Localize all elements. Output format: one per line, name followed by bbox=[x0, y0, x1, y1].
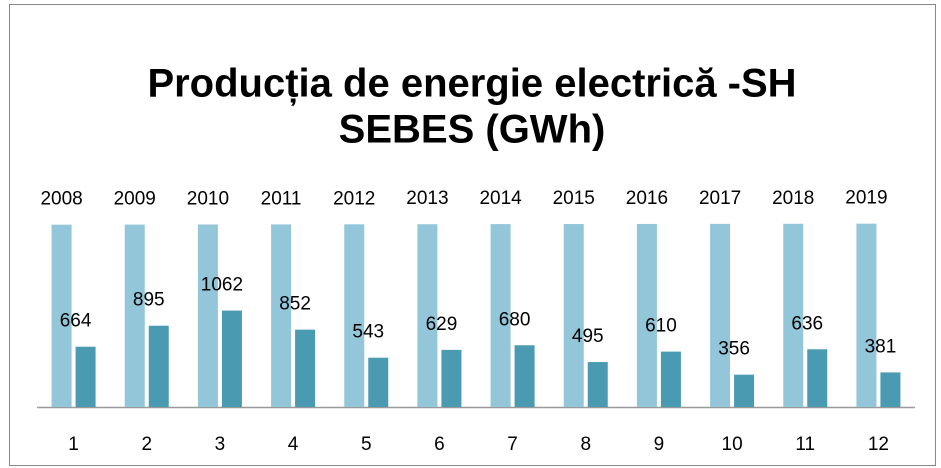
data-label: 381 bbox=[865, 336, 897, 357]
data-label: 2013 bbox=[406, 188, 448, 209]
x-tick-label: 7 bbox=[507, 434, 518, 455]
bar bbox=[660, 351, 681, 407]
bar bbox=[490, 224, 511, 407]
data-label: 895 bbox=[133, 290, 165, 311]
x-tick-label: 12 bbox=[868, 434, 889, 455]
data-label: 495 bbox=[572, 326, 604, 347]
bar bbox=[295, 329, 316, 407]
bar bbox=[417, 224, 438, 407]
bar bbox=[271, 224, 292, 407]
data-label: 356 bbox=[718, 339, 750, 360]
bar bbox=[636, 223, 657, 407]
bar bbox=[124, 224, 145, 407]
bar bbox=[221, 310, 242, 407]
data-label: 2009 bbox=[114, 189, 156, 210]
bar bbox=[856, 223, 877, 407]
chart-title: SEBES (GWh) bbox=[339, 108, 606, 152]
bar bbox=[514, 345, 535, 407]
bar bbox=[807, 349, 828, 407]
data-label: 2015 bbox=[553, 188, 595, 209]
bar bbox=[51, 224, 72, 407]
data-label: 2017 bbox=[699, 188, 741, 209]
data-label: 2018 bbox=[772, 188, 814, 209]
bar bbox=[563, 224, 584, 407]
data-label: 2012 bbox=[333, 188, 375, 209]
bar bbox=[197, 224, 218, 407]
bar bbox=[441, 349, 462, 407]
bar bbox=[344, 224, 365, 407]
data-label: 629 bbox=[426, 314, 458, 335]
x-tick-label: 2 bbox=[141, 434, 152, 455]
x-tick-label: 9 bbox=[654, 434, 665, 455]
x-tick-label: 1 bbox=[68, 434, 79, 455]
data-label: 2014 bbox=[479, 188, 522, 209]
data-label: 2008 bbox=[40, 189, 82, 210]
data-label: 543 bbox=[352, 322, 384, 343]
x-tick-label: 6 bbox=[434, 434, 445, 455]
data-label: 680 bbox=[499, 309, 531, 330]
data-label: 1062 bbox=[201, 275, 243, 296]
data-label: 2011 bbox=[261, 188, 302, 209]
bar bbox=[587, 362, 608, 407]
data-label: 636 bbox=[791, 313, 823, 334]
data-label: 2010 bbox=[187, 189, 229, 210]
data-label: 852 bbox=[279, 294, 311, 315]
bar bbox=[368, 357, 389, 407]
x-tick-label: 10 bbox=[722, 434, 743, 455]
data-label: 664 bbox=[60, 311, 92, 332]
bar bbox=[783, 223, 804, 407]
bar bbox=[75, 346, 96, 407]
x-tick-label: 11 bbox=[795, 434, 815, 455]
data-label: 2016 bbox=[626, 188, 668, 209]
x-tick-label: 5 bbox=[361, 434, 372, 455]
data-label: 610 bbox=[645, 316, 677, 337]
bar bbox=[148, 325, 169, 407]
bar bbox=[880, 372, 901, 407]
data-label: 2019 bbox=[845, 188, 887, 209]
x-tick-label: 8 bbox=[580, 434, 591, 455]
bar bbox=[710, 223, 731, 407]
bar bbox=[734, 374, 755, 407]
x-tick-label: 3 bbox=[215, 434, 226, 455]
chart-title: Producția de energie electrică -SH bbox=[147, 62, 796, 106]
x-tick-label: 4 bbox=[288, 434, 299, 455]
